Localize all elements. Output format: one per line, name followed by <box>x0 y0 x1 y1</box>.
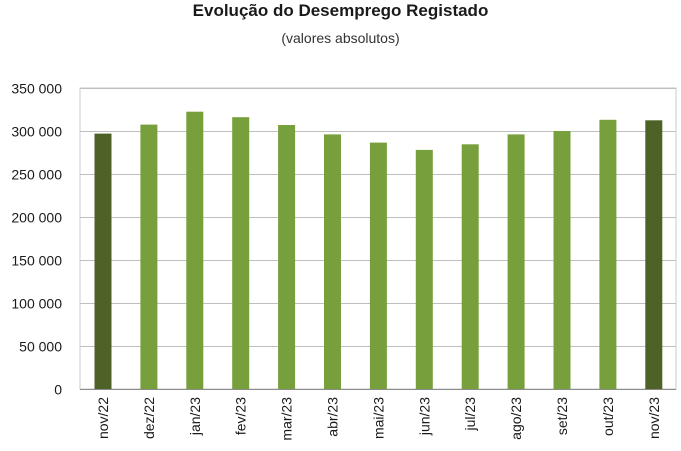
y-tick-label: 100 000 <box>11 296 62 312</box>
x-tick-label: mar/23 <box>279 397 295 441</box>
x-tick-label: set/23 <box>554 397 570 435</box>
bar <box>232 117 250 389</box>
y-tick-label: 300 000 <box>11 124 62 140</box>
x-tick-label: dez/22 <box>141 397 157 439</box>
bar <box>599 119 617 390</box>
bar <box>369 142 387 389</box>
y-tick-label: 0 <box>54 382 62 398</box>
y-tick-label: 250 000 <box>11 167 62 183</box>
x-tick-label: out/23 <box>600 397 616 436</box>
y-tick-label: 50 000 <box>19 339 62 355</box>
chart-title: Evolução do Desemprego Registado <box>192 1 489 20</box>
bar <box>415 149 433 389</box>
bar <box>94 133 112 389</box>
y-tick-label: 150 000 <box>11 253 62 269</box>
bar <box>278 125 296 389</box>
bar <box>324 134 341 389</box>
x-tick-label: ago/23 <box>508 397 524 440</box>
bar <box>553 131 571 389</box>
x-tick-label: fev/23 <box>233 397 249 435</box>
chart-subtitle: (valores absolutos) <box>281 30 400 46</box>
y-tick-label: 200 000 <box>11 210 62 226</box>
bar <box>186 111 204 389</box>
x-tick-label: nov/23 <box>646 397 662 439</box>
bar <box>645 120 663 390</box>
x-tick-label: jan/23 <box>187 397 203 436</box>
bar <box>507 134 525 389</box>
bar <box>140 124 158 389</box>
bar <box>461 144 479 389</box>
x-tick-label: jul/23 <box>462 397 478 432</box>
y-tick-label: 350 000 <box>11 81 62 97</box>
x-tick-label: mai/23 <box>370 397 386 439</box>
x-tick-label: abr/23 <box>325 397 341 437</box>
x-tick-label: nov/22 <box>95 397 111 439</box>
x-tick-label: jun/23 <box>416 397 432 436</box>
